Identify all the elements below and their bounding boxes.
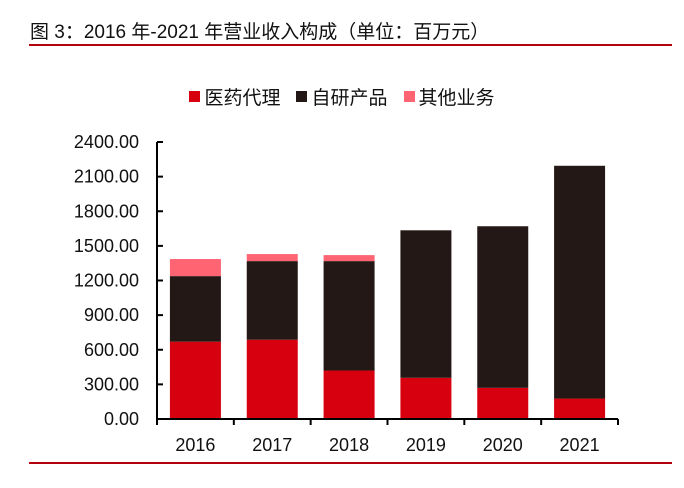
bar-segment xyxy=(169,259,221,277)
y-tick-label: 300.00 xyxy=(84,374,139,394)
bar-segment xyxy=(400,377,452,419)
legend-swatch xyxy=(189,91,201,102)
bottom-divider xyxy=(29,462,672,464)
y-tick-label: 600.00 xyxy=(84,340,139,360)
y-tick-label: 2100.00 xyxy=(74,167,139,187)
legend-item: 医药代理 xyxy=(189,83,280,110)
legend-label: 医药代理 xyxy=(204,88,281,109)
x-tick-label: 2021 xyxy=(560,435,600,455)
y-tick-label: 2400.00 xyxy=(74,132,139,152)
x-tick-label: 2016 xyxy=(175,435,215,455)
bar-segment xyxy=(169,341,221,419)
y-tick-label: 1200.00 xyxy=(74,271,139,291)
legend-item: 其他业务 xyxy=(403,83,495,110)
bar-segment xyxy=(246,261,298,340)
title-divider xyxy=(29,44,672,46)
y-tick-label: 0.00 xyxy=(104,409,139,429)
bar-segment xyxy=(246,339,298,419)
y-tick-label: 900.00 xyxy=(84,305,139,325)
legend-label: 其他业务 xyxy=(418,88,495,109)
x-tick-label: 2019 xyxy=(406,435,446,455)
x-tick-label: 2018 xyxy=(329,435,369,455)
x-tick-label: 2017 xyxy=(252,435,292,455)
bar-segment xyxy=(323,370,375,419)
bar-segment xyxy=(323,261,375,371)
x-tick-label: 2020 xyxy=(483,435,523,455)
y-tick-label: 1800.00 xyxy=(74,201,139,221)
bar-segment xyxy=(400,230,452,378)
legend: 医药代理 自研产品 其他业务 xyxy=(0,83,684,110)
legend-swatch xyxy=(403,91,415,102)
legend-label: 自研产品 xyxy=(311,88,388,109)
legend-swatch xyxy=(296,91,308,102)
bar-segment xyxy=(169,276,221,342)
bar-segment xyxy=(554,398,606,419)
y-tick-label: 1500.00 xyxy=(74,236,139,256)
bar-segment xyxy=(246,254,298,262)
legend-item: 自研产品 xyxy=(296,83,388,110)
figure-title: 图 3：2016 年-2021 年营业收入构成（单位：百万元） xyxy=(30,22,490,43)
bar-segment xyxy=(323,255,375,262)
bar-segment xyxy=(554,165,606,399)
bar-segment xyxy=(477,387,529,419)
bar-segment xyxy=(477,226,529,388)
